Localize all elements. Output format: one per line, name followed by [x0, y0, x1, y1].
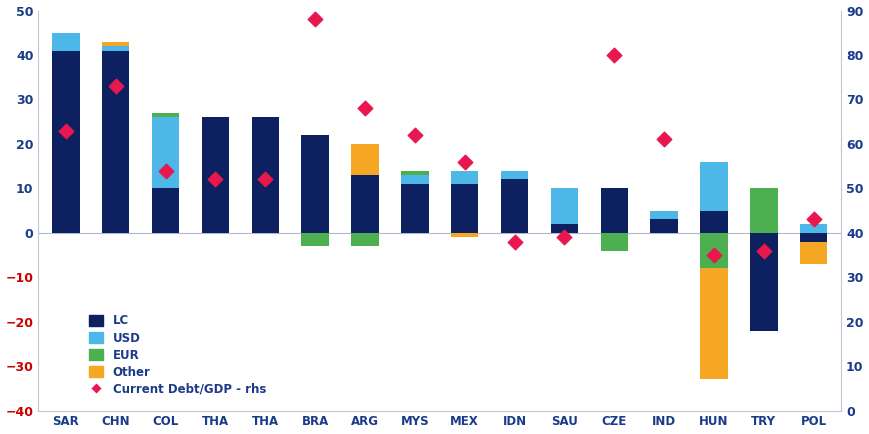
Bar: [551, 224, 578, 233]
Point: [557, 234, 571, 241]
Bar: [800, 224, 827, 233]
Bar: [700, 210, 727, 233]
Point: [209, 176, 222, 183]
Bar: [152, 113, 179, 117]
Bar: [650, 210, 678, 220]
Bar: [600, 188, 628, 233]
Point: [258, 176, 272, 183]
Bar: [451, 184, 479, 233]
Bar: [351, 144, 379, 175]
Bar: [302, 233, 328, 246]
Bar: [152, 188, 179, 233]
Point: [408, 132, 421, 138]
Bar: [251, 117, 279, 233]
Bar: [551, 188, 578, 224]
Bar: [351, 175, 379, 233]
Bar: [451, 233, 479, 237]
Bar: [700, 233, 727, 268]
Point: [507, 238, 521, 245]
Point: [757, 247, 771, 254]
Bar: [750, 188, 778, 233]
Bar: [700, 162, 727, 210]
Point: [458, 158, 472, 165]
Point: [707, 252, 721, 259]
Bar: [401, 175, 428, 184]
Point: [59, 127, 73, 134]
Bar: [800, 233, 827, 242]
Point: [358, 105, 372, 112]
Bar: [700, 268, 727, 379]
Point: [109, 82, 123, 89]
Bar: [650, 220, 678, 233]
Bar: [52, 50, 80, 233]
Bar: [401, 184, 428, 233]
Point: [308, 16, 322, 23]
Bar: [102, 50, 129, 233]
Bar: [202, 117, 229, 233]
Bar: [750, 233, 778, 331]
Bar: [501, 171, 528, 179]
Bar: [302, 135, 328, 233]
Bar: [52, 33, 80, 50]
Bar: [800, 242, 827, 264]
Point: [607, 52, 621, 59]
Bar: [600, 233, 628, 250]
Bar: [451, 171, 479, 184]
Bar: [102, 46, 129, 50]
Point: [806, 216, 820, 223]
Bar: [401, 171, 428, 175]
Bar: [351, 233, 379, 246]
Point: [657, 136, 671, 143]
Bar: [102, 42, 129, 46]
Bar: [501, 179, 528, 233]
Legend: LC, USD, EUR, Other, Current Debt/GDP - rhs: LC, USD, EUR, Other, Current Debt/GDP - …: [84, 310, 271, 401]
Point: [159, 167, 173, 174]
Bar: [152, 117, 179, 188]
